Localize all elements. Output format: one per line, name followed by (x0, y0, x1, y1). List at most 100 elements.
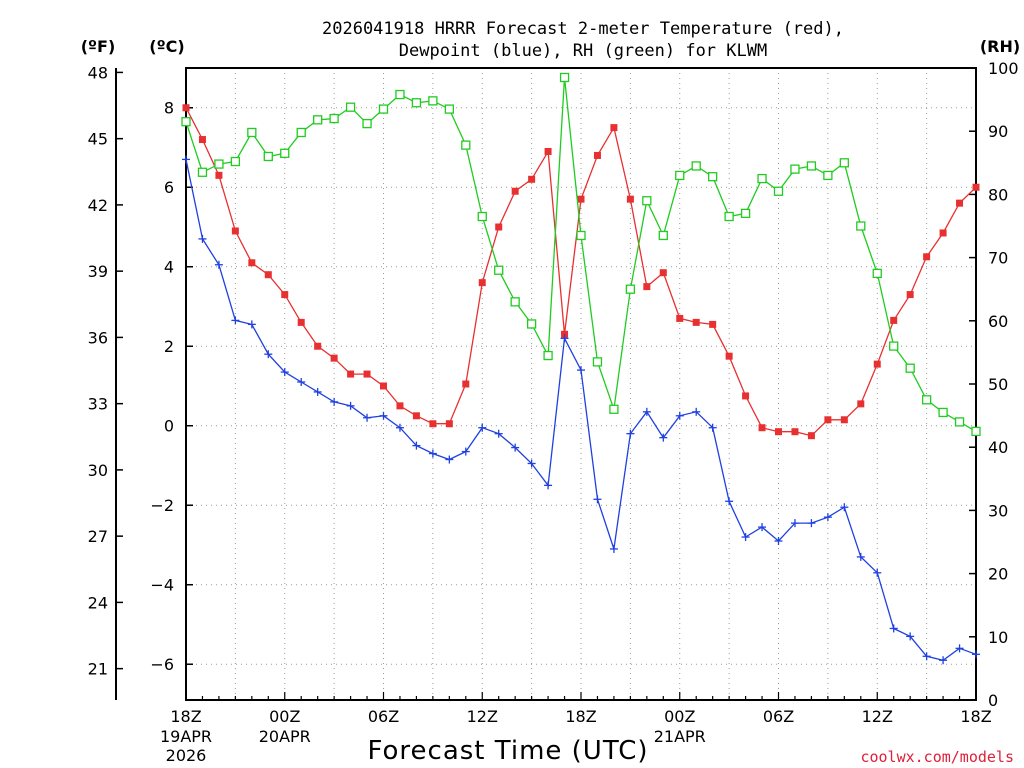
rh-point (247, 127, 257, 138)
temperature-point (380, 382, 387, 390)
rh-point (921, 395, 932, 405)
temperature-point (462, 380, 470, 388)
temperature-point (956, 199, 964, 207)
temperature-point (412, 412, 420, 420)
dewpoint-point (609, 544, 618, 553)
rh-point (757, 173, 767, 184)
temperature-point (906, 291, 914, 299)
fahrenheit-tick-label: 42 (88, 196, 108, 215)
dewpoint-point (922, 652, 931, 661)
rh-point (576, 230, 586, 241)
dewpoint-point (182, 155, 190, 164)
temperature-point (742, 392, 750, 400)
temperature-point (725, 352, 733, 360)
rh-tick-label: 90 (988, 122, 1008, 141)
dewpoint-point (511, 443, 520, 452)
rh-point (461, 140, 471, 150)
fahrenheit-tick-label: 27 (88, 527, 108, 546)
rh-point (724, 211, 734, 222)
dewpoint-point (577, 366, 585, 375)
dewpoint-point (873, 568, 882, 577)
rh-point (905, 363, 915, 373)
fahrenheit-tick-label: 21 (88, 660, 108, 679)
fahrenheit-tick-label: 33 (88, 395, 108, 414)
rh-tick-label: 60 (988, 312, 1008, 331)
temperature-point (923, 253, 931, 261)
credit-text: coolwx.com/models (860, 748, 1014, 766)
rh-point (329, 113, 339, 124)
rh-point (658, 230, 668, 241)
rh-point (428, 96, 438, 106)
temperature-point (248, 259, 256, 267)
fahrenheit-tick-label: 45 (88, 130, 108, 149)
temperature-point (330, 354, 338, 362)
x-tick-label: 00Z (269, 707, 300, 726)
dewpoint-point (231, 316, 240, 325)
rh-tick-label: 30 (988, 501, 1008, 520)
celsius-tick-label: −6 (150, 655, 174, 674)
rh-point (280, 148, 290, 158)
rh-unit-label: (RH) (980, 37, 1020, 56)
dewpoint-point (972, 650, 980, 659)
rh-point (559, 72, 570, 83)
dewpoint-point (412, 441, 421, 450)
celsius-tick-label: 0 (164, 417, 174, 436)
dewpoint-point (214, 260, 223, 269)
rh-tick-label: 0 (988, 691, 998, 710)
rh-point (181, 117, 191, 127)
rh-point (708, 172, 718, 182)
celsius-tick-label: 8 (164, 99, 174, 118)
temperature-point (758, 424, 766, 432)
dewpoint-point (758, 523, 767, 532)
rh-point (839, 158, 849, 168)
dewpoint-point (346, 401, 355, 410)
rh-point (675, 170, 685, 181)
temperature-point (429, 420, 437, 428)
rh-point (609, 404, 619, 414)
dewpoint-point (906, 632, 915, 641)
dewpoint-point (692, 407, 701, 416)
celsius-tick-label: −4 (150, 576, 174, 595)
rh-point (971, 426, 981, 437)
x-tick-label: 12Z (862, 707, 893, 726)
fahrenheit-unit-label: (ºF) (81, 37, 116, 56)
dewpoint-point (741, 533, 750, 542)
dewpoint-point (790, 519, 799, 528)
dewpoint-point (725, 497, 734, 506)
rh-point (592, 357, 603, 367)
celsius-unit-label: (ºC) (149, 37, 184, 56)
temperature-point (478, 279, 486, 287)
dewpoint-point (379, 411, 388, 420)
temperature-point (873, 360, 881, 368)
dewpoint-point (264, 350, 273, 359)
rh-point (889, 341, 899, 351)
fahrenheit-tick-label: 30 (88, 461, 108, 480)
rh-point (296, 127, 306, 138)
rh-point (790, 164, 800, 174)
dewpoint-point (461, 447, 470, 456)
dewpoint-point (527, 459, 536, 468)
temperature-line (185, 107, 977, 437)
dewpoint-point (494, 429, 503, 438)
dewpoint-point (856, 552, 865, 561)
temperature-point (709, 320, 717, 328)
celsius-tick-label: −2 (150, 496, 174, 515)
dewpoint-point (198, 234, 207, 243)
dewpoint-point (313, 387, 322, 396)
series-temperature (182, 104, 980, 440)
rh-tick-label: 40 (988, 438, 1008, 457)
dewpoint-point (544, 481, 553, 490)
temperature-point (363, 370, 371, 378)
x-date-label: 19APR (160, 727, 212, 746)
temperature-point (347, 370, 355, 378)
rh-point (773, 186, 784, 196)
dewpoint-point (395, 423, 404, 432)
temperature-point (198, 136, 206, 144)
temperature-point (791, 428, 799, 436)
rh-point (806, 161, 817, 171)
temperature-point (495, 223, 503, 231)
celsius-tick-label: 4 (164, 258, 174, 277)
x-tick-label: 18Z (960, 707, 991, 726)
temperature-point (396, 402, 404, 410)
